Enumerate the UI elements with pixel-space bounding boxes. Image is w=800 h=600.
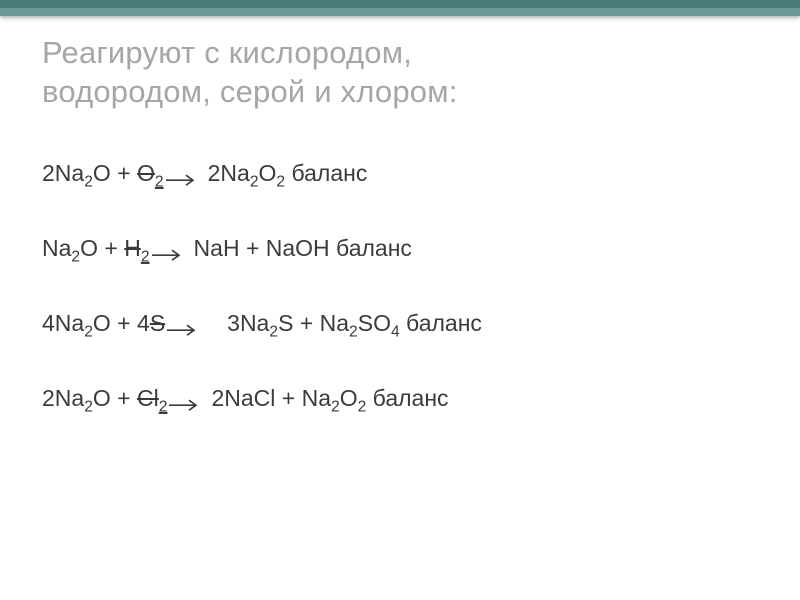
slide-header-stripe-inner — [0, 8, 800, 16]
equation-lhs: 2Na2O + Cl2 — [42, 383, 167, 414]
strike-term: H2 — [124, 235, 149, 261]
equation-lhs: 2Na2O + O2 — [42, 158, 164, 189]
equation-rhs: 2Na2O2 баланс — [208, 158, 368, 189]
equation-rhs: NaH + NaOH баланс — [194, 233, 412, 264]
title-line-2: водородом, серой и хлором: — [42, 74, 458, 109]
equation-lhs: 4Na2O + 4S — [42, 308, 165, 339]
slide-header-stripe — [0, 0, 800, 16]
title-line-1: Реагируют с кислородом, — [42, 35, 412, 70]
equation-row: Na2O + H2 NaH + NaOH баланс — [42, 233, 758, 264]
strike-term: S — [150, 310, 165, 336]
equation-rhs: 2NaCl + Na2O2 баланс — [211, 383, 448, 414]
strike-term: Cl2 — [137, 385, 167, 411]
equations-block: 2Na2O + O2 2Na2O2 баланс Na2O + H2 NaH +… — [42, 158, 758, 414]
equation-row: 2Na2O + Cl2 2NaCl + Na2O2 баланс — [42, 383, 758, 414]
equation-rhs: 3Na2S + Na2SO4 баланс — [227, 308, 482, 339]
equation-row: 2Na2O + O2 2Na2O2 баланс — [42, 158, 758, 189]
equation-row: 4Na2O + 4S 3Na2S + Na2SO4 баланс — [42, 308, 758, 339]
equation-lhs: Na2O + H2 — [42, 233, 150, 264]
strike-term: O2 — [137, 160, 164, 186]
slide-body: Реагируют с кислородом, водородом, серой… — [0, 16, 800, 600]
slide-title: Реагируют с кислородом, водородом, серой… — [42, 34, 758, 112]
